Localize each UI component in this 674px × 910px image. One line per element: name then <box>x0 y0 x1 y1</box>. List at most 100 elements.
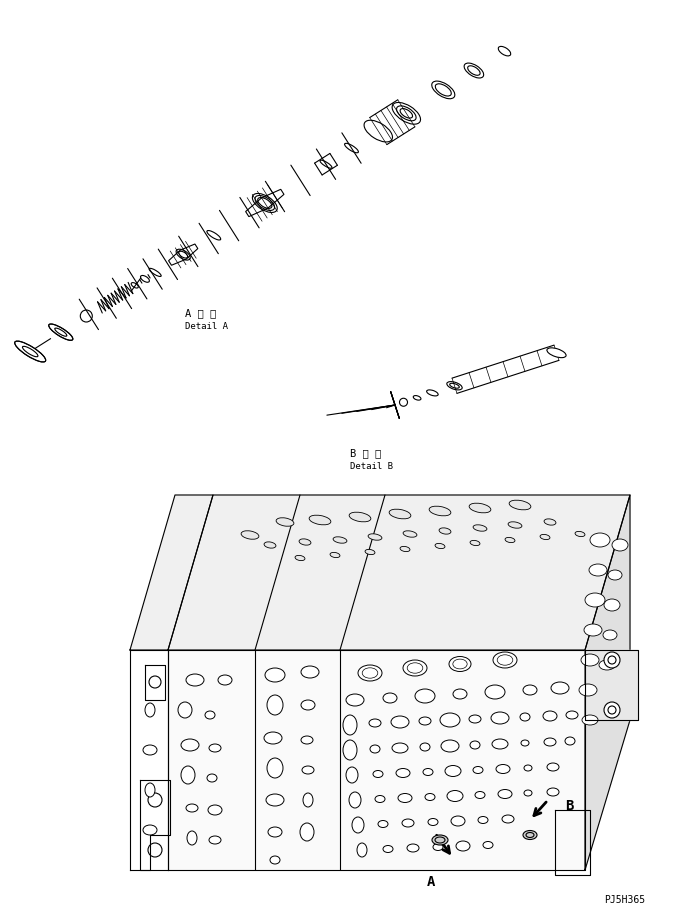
Ellipse shape <box>509 501 531 510</box>
Ellipse shape <box>469 715 481 723</box>
Ellipse shape <box>378 821 388 827</box>
Ellipse shape <box>267 695 283 715</box>
Ellipse shape <box>603 630 617 640</box>
Text: B: B <box>565 799 574 813</box>
Ellipse shape <box>352 817 364 833</box>
Ellipse shape <box>266 794 284 806</box>
Ellipse shape <box>590 533 610 547</box>
Ellipse shape <box>589 564 607 576</box>
Ellipse shape <box>301 736 313 744</box>
Ellipse shape <box>608 570 622 580</box>
Ellipse shape <box>524 790 532 796</box>
Ellipse shape <box>369 719 381 727</box>
Ellipse shape <box>547 788 559 796</box>
Ellipse shape <box>373 771 383 777</box>
Ellipse shape <box>398 794 412 803</box>
Ellipse shape <box>478 816 488 824</box>
Ellipse shape <box>349 792 361 808</box>
Ellipse shape <box>565 737 575 745</box>
Ellipse shape <box>143 745 157 755</box>
Ellipse shape <box>309 515 331 525</box>
Ellipse shape <box>599 660 615 670</box>
Ellipse shape <box>543 711 557 721</box>
Ellipse shape <box>585 593 605 607</box>
Ellipse shape <box>473 525 487 531</box>
Ellipse shape <box>456 841 470 851</box>
Ellipse shape <box>540 534 550 540</box>
Ellipse shape <box>575 531 585 537</box>
Ellipse shape <box>265 668 285 682</box>
Ellipse shape <box>579 684 597 696</box>
Polygon shape <box>585 650 638 720</box>
Ellipse shape <box>520 713 530 721</box>
Ellipse shape <box>483 842 493 848</box>
Ellipse shape <box>186 674 204 686</box>
Polygon shape <box>585 495 630 870</box>
Ellipse shape <box>370 745 380 753</box>
Ellipse shape <box>566 711 578 719</box>
Ellipse shape <box>241 531 259 540</box>
Ellipse shape <box>492 739 508 749</box>
Ellipse shape <box>407 844 419 852</box>
Ellipse shape <box>524 765 532 771</box>
Ellipse shape <box>187 831 197 845</box>
Polygon shape <box>168 495 630 650</box>
Ellipse shape <box>375 795 385 803</box>
Ellipse shape <box>208 805 222 815</box>
Ellipse shape <box>365 550 375 554</box>
Ellipse shape <box>49 324 73 340</box>
Ellipse shape <box>502 815 514 823</box>
Ellipse shape <box>544 738 556 746</box>
Ellipse shape <box>209 744 221 752</box>
Ellipse shape <box>268 827 282 837</box>
Ellipse shape <box>392 743 408 753</box>
Ellipse shape <box>403 531 417 537</box>
Ellipse shape <box>485 685 505 699</box>
Ellipse shape <box>181 766 195 784</box>
Ellipse shape <box>178 702 192 718</box>
Ellipse shape <box>508 521 522 528</box>
Ellipse shape <box>505 538 515 542</box>
Text: Detail A: Detail A <box>185 322 228 331</box>
Ellipse shape <box>419 717 431 725</box>
Ellipse shape <box>441 740 459 752</box>
Ellipse shape <box>383 845 393 853</box>
Text: A 詳 細: A 詳 細 <box>185 308 216 318</box>
Ellipse shape <box>330 552 340 558</box>
Ellipse shape <box>302 766 314 774</box>
Ellipse shape <box>391 716 409 728</box>
Ellipse shape <box>498 790 512 798</box>
Text: PJ5H365: PJ5H365 <box>604 895 645 905</box>
Ellipse shape <box>447 791 463 802</box>
Ellipse shape <box>205 711 215 719</box>
Polygon shape <box>130 495 213 650</box>
Text: B 詳 細: B 詳 細 <box>350 448 381 458</box>
Ellipse shape <box>496 764 510 774</box>
Ellipse shape <box>276 518 294 526</box>
Ellipse shape <box>445 765 461 776</box>
Ellipse shape <box>523 831 537 840</box>
Ellipse shape <box>218 675 232 685</box>
Ellipse shape <box>582 715 598 725</box>
Ellipse shape <box>612 539 628 551</box>
Ellipse shape <box>403 660 427 676</box>
Ellipse shape <box>420 743 430 751</box>
Ellipse shape <box>264 732 282 744</box>
Ellipse shape <box>301 666 319 678</box>
Ellipse shape <box>333 537 347 543</box>
Ellipse shape <box>383 693 397 703</box>
Ellipse shape <box>453 689 467 699</box>
Ellipse shape <box>209 836 221 844</box>
Ellipse shape <box>396 769 410 777</box>
Ellipse shape <box>145 783 155 797</box>
Ellipse shape <box>604 599 620 611</box>
Ellipse shape <box>470 741 480 749</box>
Ellipse shape <box>547 763 559 771</box>
Ellipse shape <box>358 665 382 681</box>
Ellipse shape <box>400 546 410 551</box>
Ellipse shape <box>523 685 537 695</box>
Ellipse shape <box>15 341 46 362</box>
Ellipse shape <box>357 843 367 857</box>
Ellipse shape <box>145 703 155 717</box>
Ellipse shape <box>295 555 305 561</box>
